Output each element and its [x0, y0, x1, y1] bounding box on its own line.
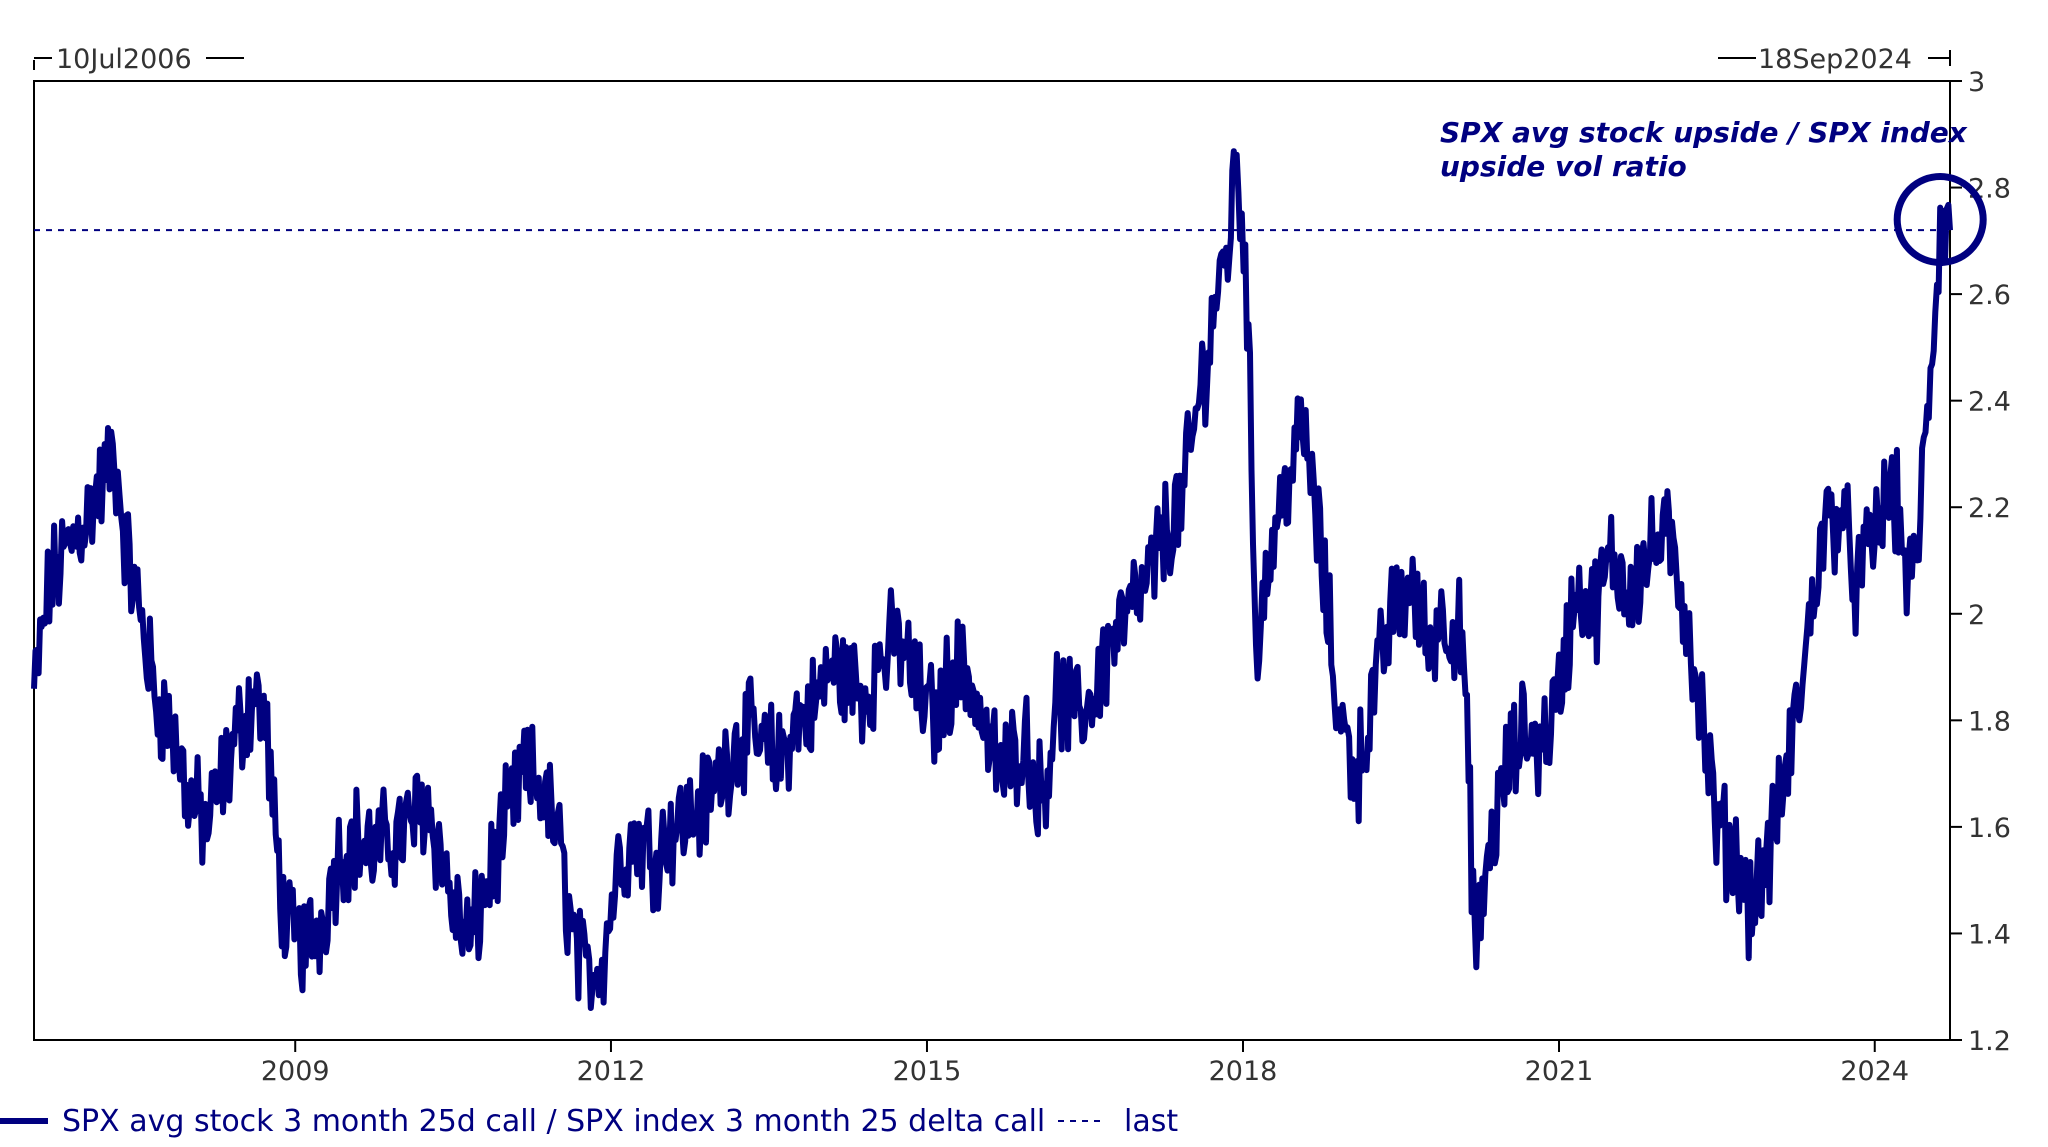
y-axis: 1.21.41.61.822.22.42.62.83: [1950, 67, 2011, 1057]
y-tick-label: 2: [1968, 600, 1985, 631]
last-value-highlight-circle: [1893, 173, 1987, 267]
annotation-line-2: upside vol ratio: [1440, 150, 1687, 183]
x-tick-label: 2024: [1840, 1056, 1909, 1087]
date-range-start: 10Jul2006: [33, 44, 244, 75]
legend: SPX avg stock 3 month 25d call / SPX ind…: [0, 1104, 1178, 1139]
y-tick-label: 1.2: [1968, 1026, 2011, 1057]
y-tick-label: 2.2: [1968, 493, 2011, 524]
date-start-label: 10Jul2006: [56, 44, 192, 75]
x-tick-label: 2012: [577, 1056, 646, 1087]
y-tick-label: 1.6: [1968, 813, 2011, 844]
plot-frame: [33, 80, 1951, 1041]
series-line: [31, 148, 1953, 1011]
y-tick-label: 1.4: [1968, 919, 2011, 950]
x-tick-label: 2018: [1209, 1056, 1278, 1087]
x-tick-label: 2015: [893, 1056, 962, 1087]
x-axis: 2009 2012 2015 2018 2021 2024: [261, 1040, 1909, 1087]
legend-last-label: last: [1124, 1104, 1178, 1139]
legend-series-label: SPX avg stock 3 month 25d call / SPX ind…: [62, 1104, 1045, 1139]
y-tick-label: 1.8: [1968, 706, 2011, 737]
y-tick-label: 2.6: [1968, 280, 2011, 311]
y-tick-label: 3: [1968, 67, 1985, 98]
annotation-line-1: SPX avg stock upside / SPX index: [1440, 116, 1968, 149]
date-end-label: 18Sep2024: [1758, 44, 1912, 75]
x-tick-label: 2021: [1525, 1056, 1594, 1087]
x-tick-label: 2009: [261, 1056, 330, 1087]
y-tick-label: 2.4: [1968, 387, 2011, 418]
date-range-end: 18Sep2024: [1718, 44, 1951, 75]
